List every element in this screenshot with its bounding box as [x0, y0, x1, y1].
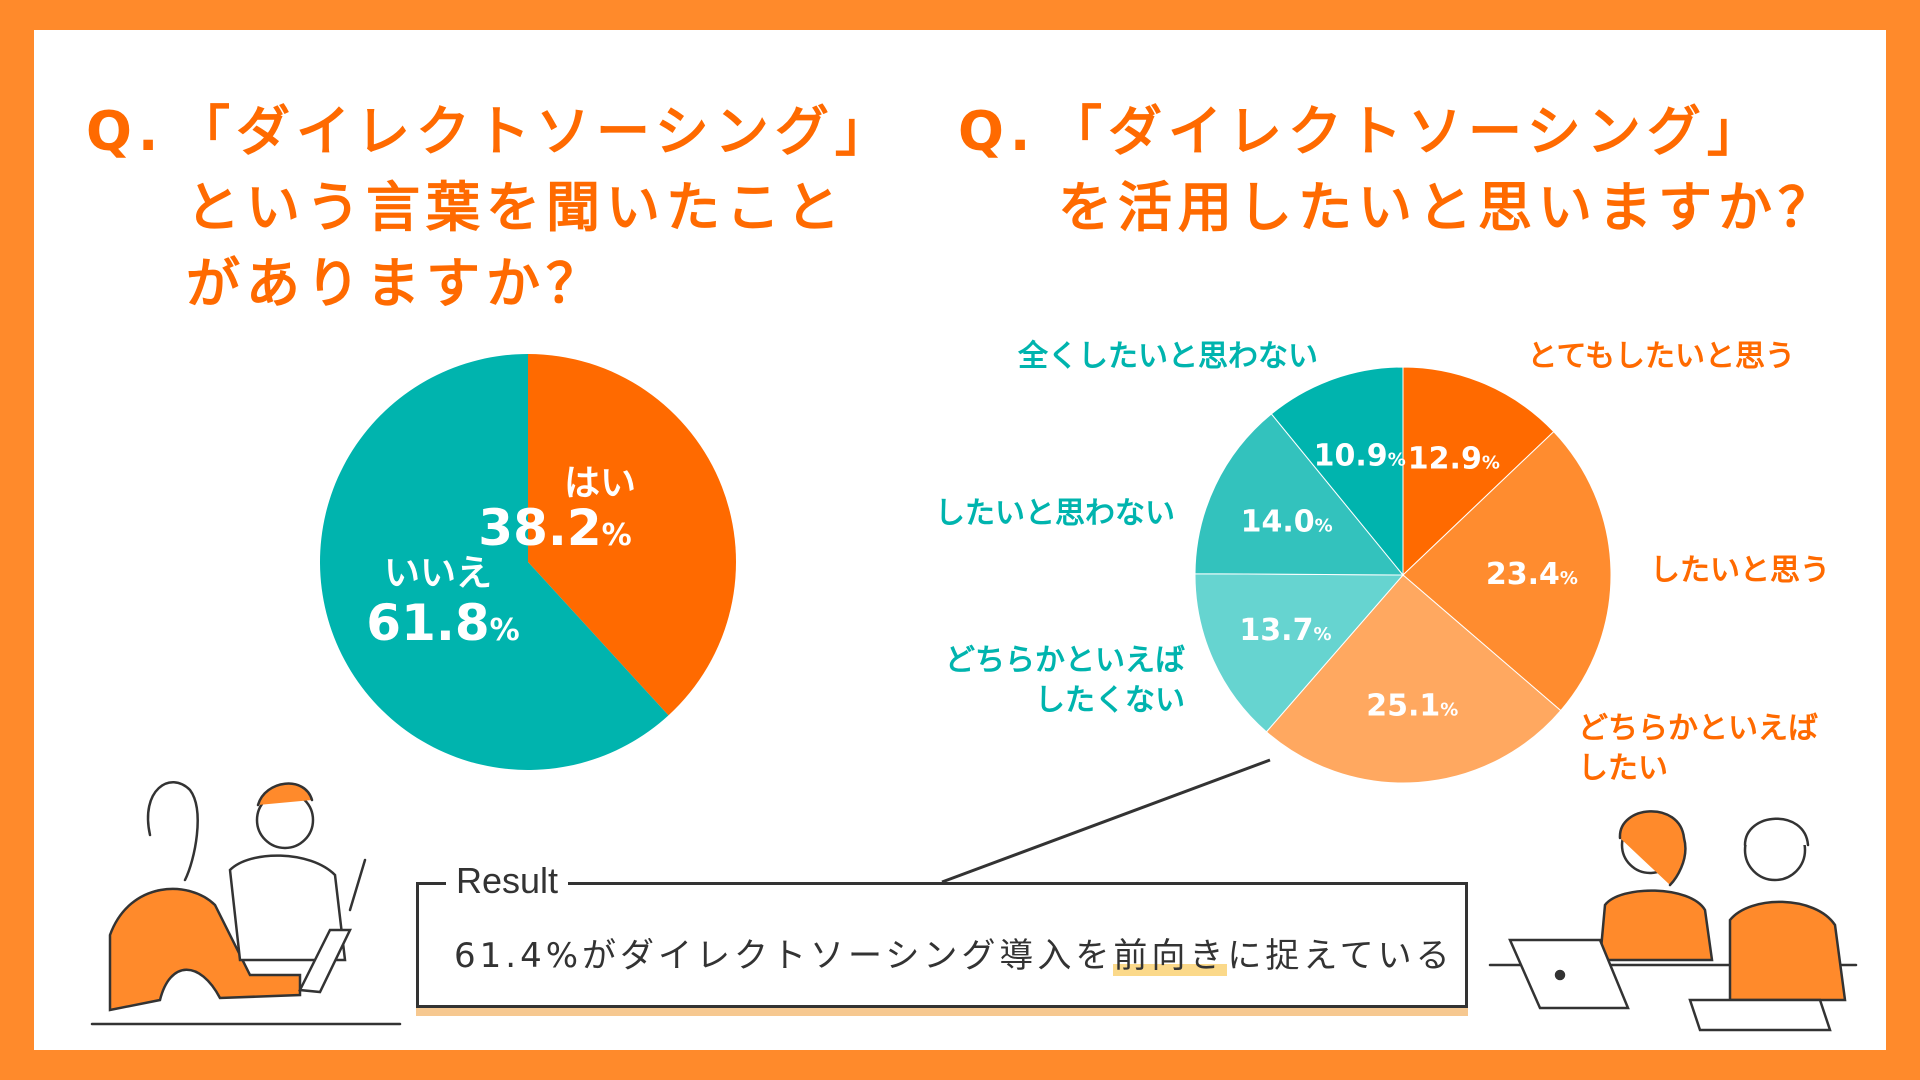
pie2-value-3: 13.7%: [1239, 613, 1331, 648]
pie1-value-0: 38.2%: [478, 499, 631, 557]
question-1-prefix: Q.: [86, 100, 165, 163]
result-label: Result: [446, 860, 569, 902]
result-box: [416, 882, 1468, 1008]
question-1-line-3: がありますか？: [186, 252, 606, 315]
pie1-slice-1: [320, 354, 669, 771]
question-1-line-1: 「ダイレクトソーシング」: [176, 100, 895, 163]
pie2-label-5: 全くしたいと思わない: [1017, 339, 1318, 374]
question-2: Q. 「ダイレクトソーシング」 を活用したいと思いますか？: [958, 96, 1858, 256]
pie2-label-0: とてもしたいと思う: [1527, 339, 1795, 374]
result-text-highlight: 前向き: [1113, 936, 1228, 976]
pie1-value-1: 61.8%: [366, 594, 519, 652]
pie2-value-1: 23.4%: [1486, 557, 1578, 592]
pie1-slice-0: [528, 354, 737, 716]
callout-line: [941, 758, 1271, 884]
pie2-label-2: どちらかといえばしたい: [1578, 711, 1818, 786]
question-1: Q. 「ダイレクトソーシング」 という言葉を聞いたこと がありますか？: [86, 96, 889, 326]
pie1-label-1: いいえ: [384, 553, 492, 594]
pie2-slice-2: [1265, 574, 1562, 784]
pie2-slice-3: [1194, 573, 1405, 733]
pie2-value-2: 25.1%: [1366, 689, 1458, 724]
pie2-value-0: 12.9%: [1408, 441, 1500, 476]
pie2-slice-4: [1194, 413, 1405, 576]
pie2-slice-5: [1270, 366, 1404, 577]
result-text-before: 61.4%がダイレクトソーシング導入を: [454, 936, 1114, 976]
pie1-label-0: はい: [564, 463, 636, 504]
pie-chart-intent: 12.9% 23.4% 25.1% 13.7% 14.0% 10.9% とてもしたいと思うし…: [935, 339, 1830, 786]
people-illustration-right: [1488, 810, 1858, 1032]
result-text: 61.4%がダイレクトソーシング導入を前向きに捉えている: [454, 928, 1454, 977]
pie2-slice-1: [1402, 430, 1612, 712]
pie2-value-5: 10.9%: [1314, 439, 1406, 474]
pie2-label-3: どちらかといえばしたくない: [945, 643, 1185, 718]
question-2-line-2: を活用したいと思いますか？: [1058, 176, 1838, 239]
pie2-label-4: したいと思わない: [935, 496, 1175, 531]
pie2-label-1: したいと思う: [1650, 553, 1830, 588]
pie2-value-4: 14.0%: [1241, 504, 1333, 539]
result-text-after: に捉えている: [1227, 936, 1454, 976]
question-2-line-1: 「ダイレクトソーシング」: [1048, 100, 1767, 163]
people-illustration-left: [90, 781, 402, 1026]
question-1-line-2: という言葉を聞いたこと: [186, 176, 846, 239]
question-2-prefix: Q.: [958, 100, 1037, 163]
pie2-slice-0: [1402, 366, 1555, 577]
